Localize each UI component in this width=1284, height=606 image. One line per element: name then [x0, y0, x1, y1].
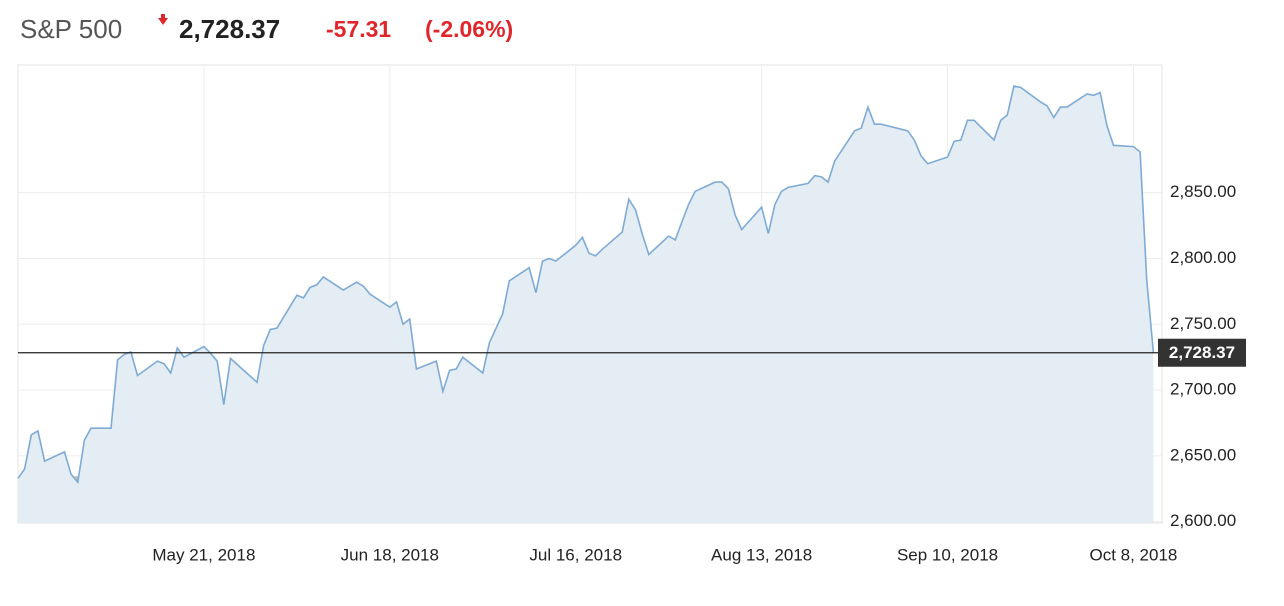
index-name: S&P 500: [20, 14, 122, 44]
y-tick-label: 2,850.00: [1170, 182, 1236, 201]
y-tick-label: 2,600.00: [1170, 511, 1236, 530]
x-tick-label: Aug 13, 2018: [711, 545, 812, 564]
price-tag-label: 2,728.37: [1169, 343, 1235, 362]
price: 2,728.37: [179, 14, 280, 44]
y-tick-label: 2,700.00: [1170, 380, 1236, 399]
x-tick-label: May 21, 2018: [152, 545, 255, 564]
y-tick-label: 2,800.00: [1170, 248, 1236, 267]
x-tick-label: Jul 16, 2018: [529, 545, 622, 564]
x-tick-label: Jun 18, 2018: [341, 545, 439, 564]
y-tick-label: 2,750.00: [1170, 314, 1236, 333]
y-tick-label: 2,650.00: [1170, 445, 1236, 464]
x-tick-label: Oct 8, 2018: [1089, 545, 1177, 564]
change-pct: (-2.06%): [425, 16, 513, 42]
change: -57.31: [326, 16, 391, 42]
x-tick-label: Sep 10, 2018: [897, 545, 998, 564]
price-tag: [1158, 338, 1246, 367]
down-arrow: [158, 14, 168, 25]
line: [17, 85, 1155, 485]
area: [18, 86, 1154, 523]
